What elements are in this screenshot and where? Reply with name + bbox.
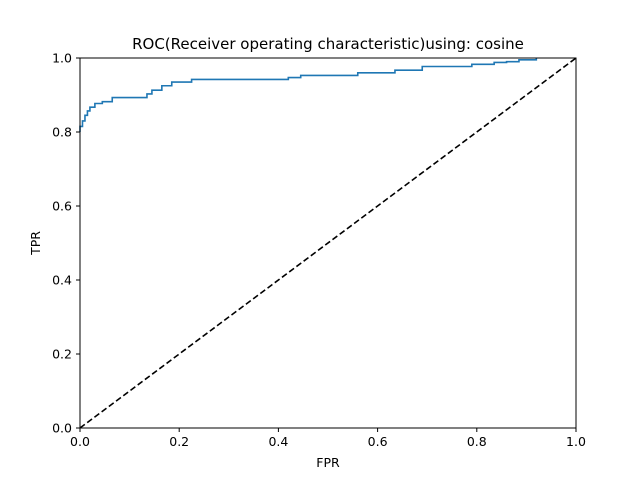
y-tick-label: 0.0 [52, 421, 72, 436]
x-tick-label: 0.2 [169, 434, 189, 449]
x-tick-label: 0.4 [268, 434, 288, 449]
x-tick-label: 0.8 [467, 434, 487, 449]
y-tick-label: 0.8 [52, 125, 72, 140]
series-layer [79, 57, 577, 429]
plot-frame [79, 57, 577, 429]
y-tick-label: 1.0 [52, 51, 72, 66]
y-tick-label: 0.4 [52, 273, 72, 288]
roc-curve-line [79, 58, 538, 132]
chart-title: ROC(Receiver operating characteristic)us… [132, 35, 524, 53]
x-axis-label: FPR [316, 455, 340, 470]
x-tick-label: 1.0 [566, 434, 586, 449]
x-tick-label: 0.0 [70, 434, 90, 449]
x-tick-label: 0.6 [368, 434, 388, 449]
y-tick-label: 0.2 [52, 347, 72, 362]
y-axis-label: TPR [28, 231, 43, 256]
x-axis-ticks: 0.0 0.2 0.4 0.6 0.8 1.0 [70, 428, 586, 449]
y-tick-label: 0.6 [52, 199, 72, 214]
chance-diagonal-line [79, 57, 577, 429]
y-axis-ticks: 0.0 0.2 0.4 0.6 0.8 1.0 [52, 51, 80, 436]
